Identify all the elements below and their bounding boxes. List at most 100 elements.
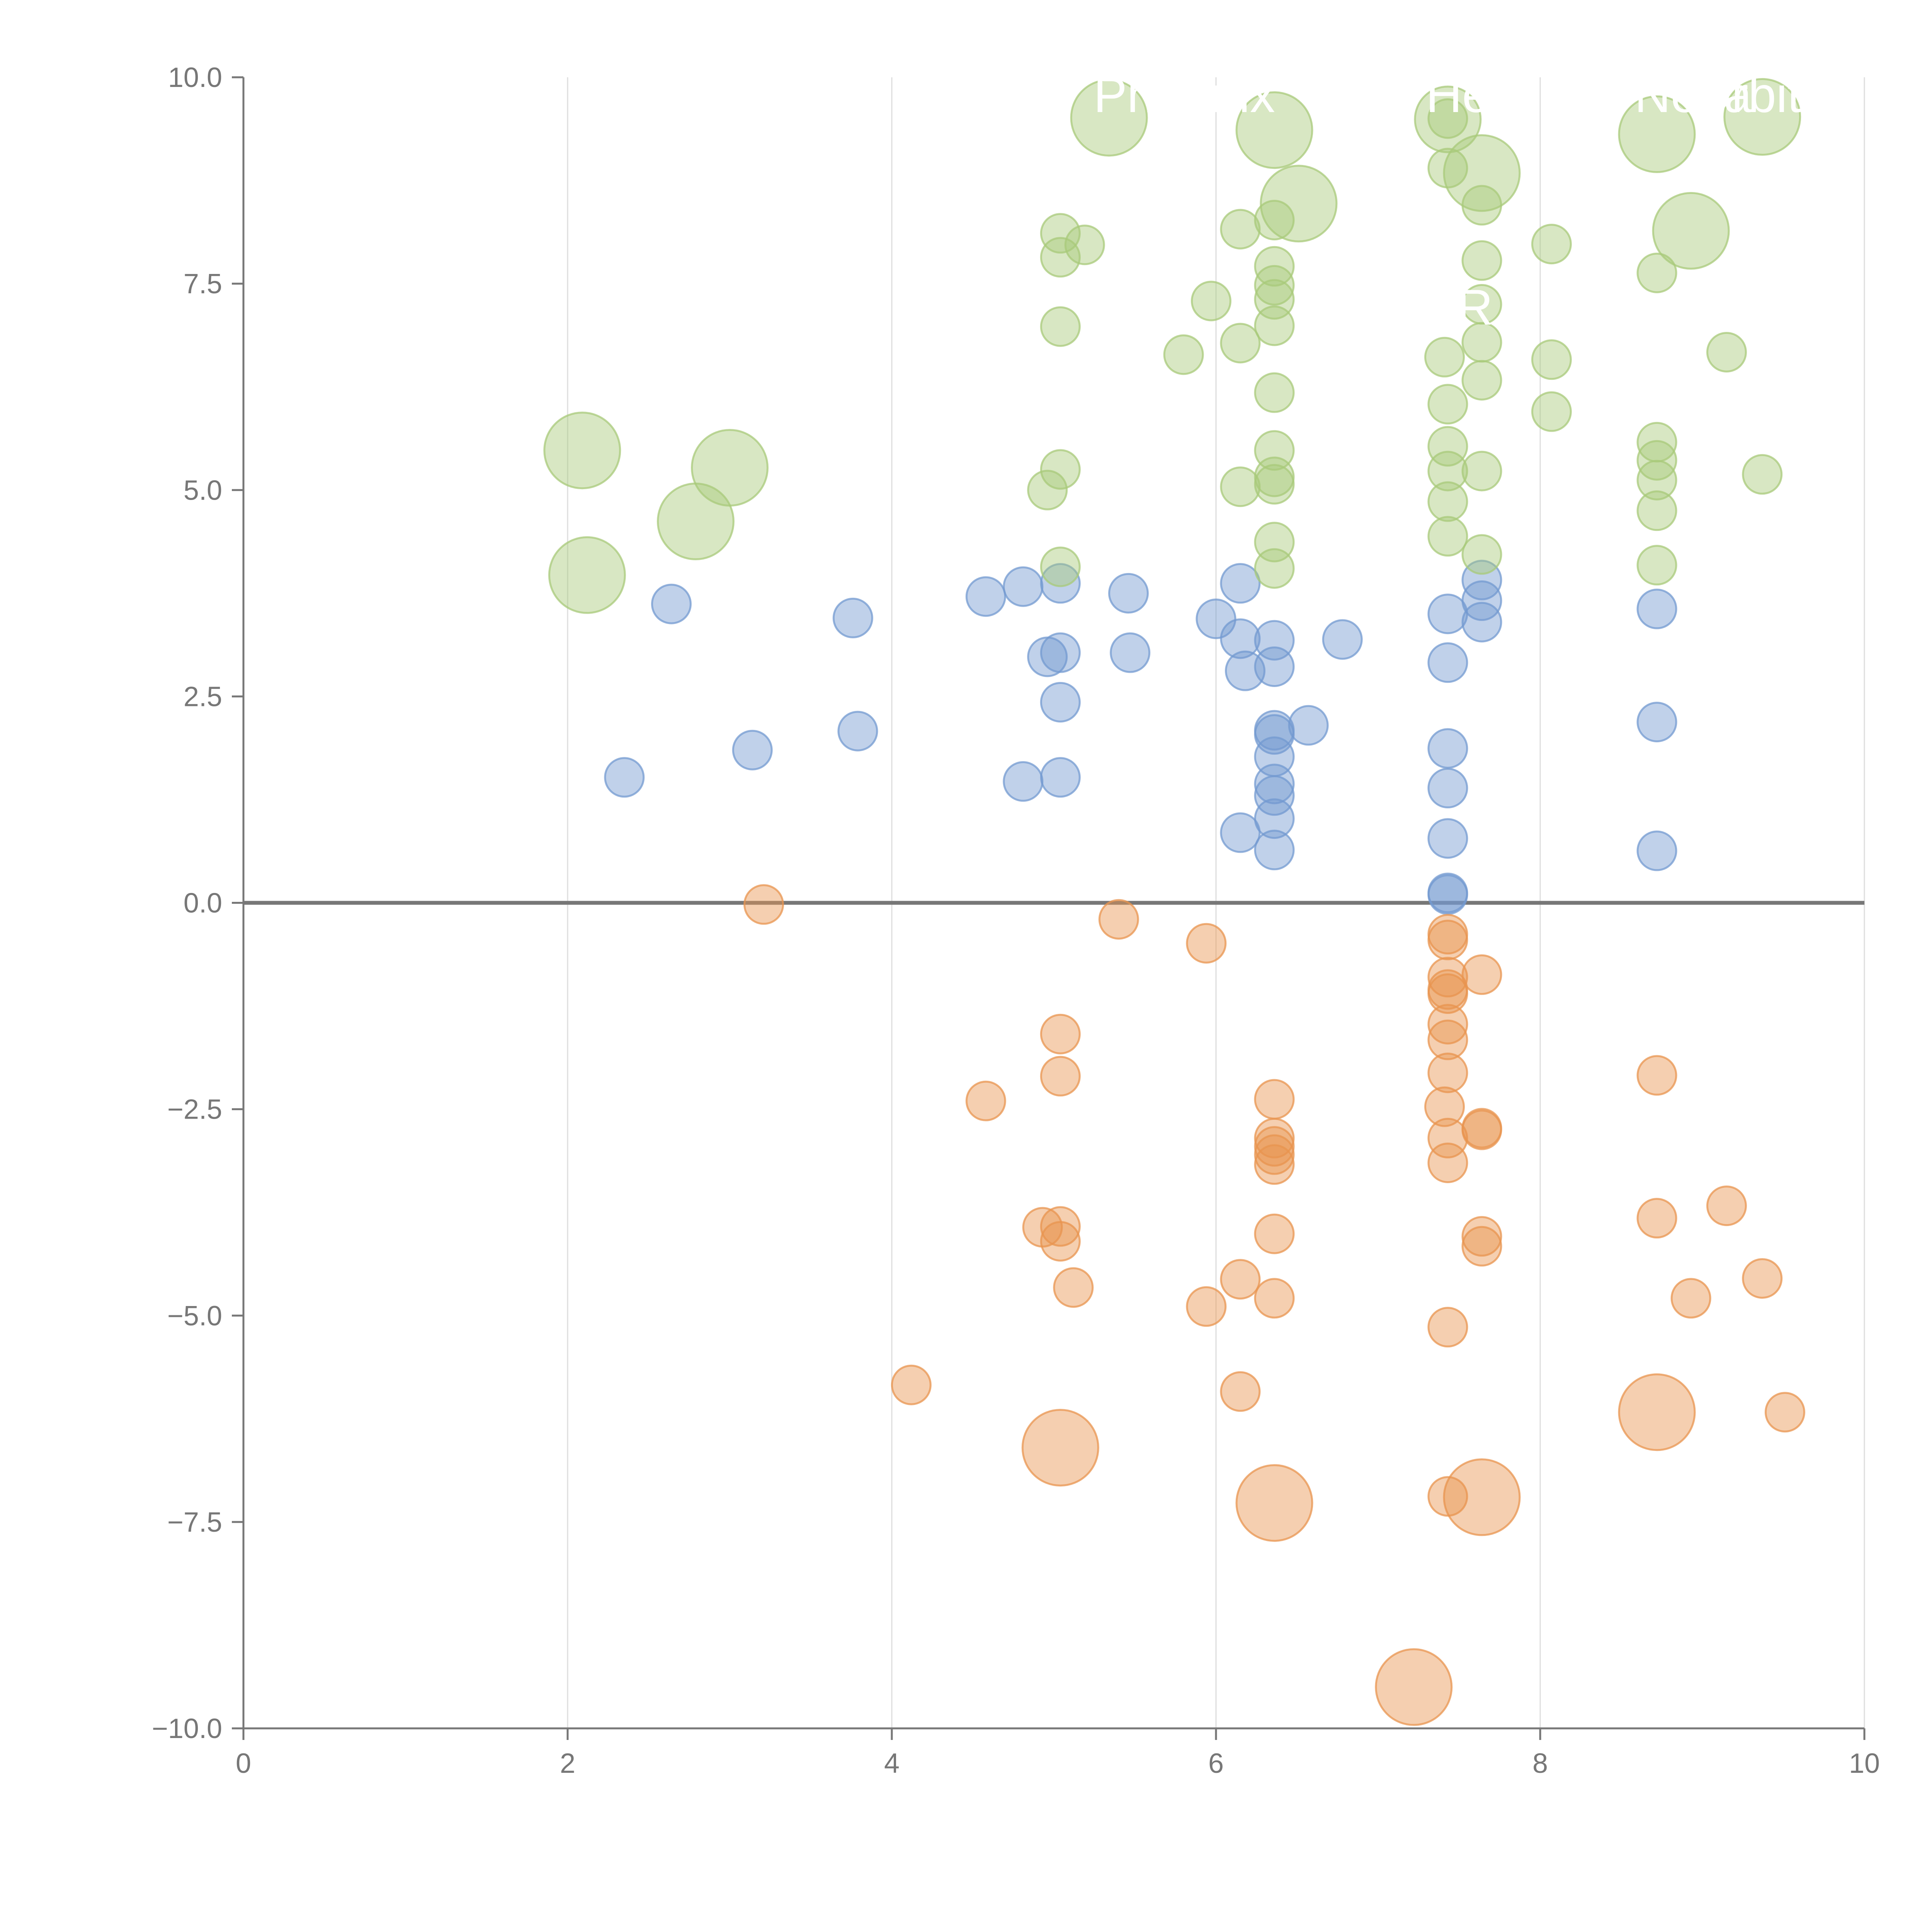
orange-point-43 xyxy=(1636,1055,1677,1096)
blue-point-15 xyxy=(1196,599,1236,639)
orange-point-8 xyxy=(1053,1267,1094,1308)
orange-point-20 xyxy=(1254,1213,1295,1254)
blue-point-3 xyxy=(832,597,873,638)
blue-point-42 xyxy=(1636,702,1677,743)
y-tick-label: 5.0 xyxy=(184,475,222,506)
green-point-49 xyxy=(1531,391,1572,432)
blue-point-25 xyxy=(1254,775,1295,816)
green-point-56 xyxy=(1636,545,1677,586)
orange-point-36 xyxy=(1375,1648,1453,1726)
green-point-10 xyxy=(1064,224,1105,265)
orange-point-48 xyxy=(1742,1258,1783,1299)
orange-point-39 xyxy=(1461,1109,1502,1150)
green-point-47 xyxy=(1531,224,1572,265)
blue-point-0 xyxy=(604,757,645,798)
orange-point-30 xyxy=(1427,1053,1468,1094)
green-point-15 xyxy=(1220,323,1261,364)
y-tick-label: −10.0 xyxy=(152,1713,222,1744)
green-point-9 xyxy=(1040,213,1081,254)
point-label-phoenix: Phoenix xyxy=(1094,66,1275,123)
blue-point-9 xyxy=(1040,632,1081,673)
blue-point-11 xyxy=(1040,757,1081,798)
y-tick-label: −7.5 xyxy=(167,1507,222,1538)
y-tick-label: 10.0 xyxy=(168,62,222,93)
x-tick-label: 8 xyxy=(1532,1748,1548,1779)
point-label-helix: Helix xyxy=(1426,66,1537,123)
orange-point-19 xyxy=(1254,1144,1295,1185)
green-point-40 xyxy=(1461,185,1502,226)
green-point-39 xyxy=(1443,134,1521,212)
green-point-28 xyxy=(1254,548,1295,589)
data-points xyxy=(543,78,1805,1726)
orange-point-10 xyxy=(1098,899,1139,940)
blue-point-17 xyxy=(1220,618,1261,659)
y-tick-label: 0.0 xyxy=(184,888,222,919)
orange-point-7 xyxy=(1040,1221,1081,1262)
orange-point-44 xyxy=(1636,1198,1677,1239)
green-point-59 xyxy=(1723,78,1801,156)
orange-point-32 xyxy=(1427,1117,1468,1158)
orange-point-31 xyxy=(1424,1086,1465,1127)
green-point-44 xyxy=(1461,360,1502,401)
green-point-20 xyxy=(1254,265,1295,306)
orange-point-24 xyxy=(1427,920,1468,961)
green-point-6 xyxy=(1040,546,1081,587)
green-point-26 xyxy=(1254,464,1295,505)
green-point-58 xyxy=(1706,332,1747,372)
green-point-48 xyxy=(1531,339,1572,380)
orange-point-40 xyxy=(1461,1216,1502,1257)
blue-point-10 xyxy=(1040,682,1081,723)
orange-point-41 xyxy=(1461,1226,1502,1267)
green-point-57 xyxy=(1652,192,1730,270)
green-point-8 xyxy=(1040,237,1081,278)
y-tick-label: −2.5 xyxy=(167,1094,222,1125)
blue-point-35 xyxy=(1427,818,1468,859)
orange-point-18 xyxy=(1254,1134,1295,1175)
orange-point-27 xyxy=(1427,973,1468,1014)
green-point-23 xyxy=(1254,372,1295,413)
orange-point-11 xyxy=(1186,923,1227,964)
green-point-17 xyxy=(1235,91,1313,169)
point-label-nova: Nova xyxy=(1634,66,1752,123)
green-point-46 xyxy=(1461,534,1502,575)
orange-point-33 xyxy=(1427,1142,1468,1183)
green-point-35 xyxy=(1427,426,1468,467)
orange-point-4 xyxy=(1040,1014,1081,1054)
orange-point-46 xyxy=(1670,1278,1711,1319)
x-tick-label: 4 xyxy=(884,1748,900,1779)
green-point-30 xyxy=(1414,85,1482,153)
blue-point-1 xyxy=(651,583,692,624)
green-point-12 xyxy=(1163,334,1204,375)
blue-point-18 xyxy=(1225,650,1266,691)
orange-point-49 xyxy=(1764,1392,1805,1433)
green-point-34 xyxy=(1427,384,1468,425)
orange-point-6 xyxy=(1040,1206,1081,1247)
green-point-13 xyxy=(1190,281,1231,321)
x-tick-label: 0 xyxy=(236,1748,251,1779)
blue-point-12 xyxy=(1003,761,1044,802)
orange-point-21 xyxy=(1254,1278,1295,1319)
blue-point-5 xyxy=(965,576,1006,617)
green-point-36 xyxy=(1427,451,1468,492)
orange-point-9 xyxy=(1021,1409,1099,1487)
green-point-16 xyxy=(1220,466,1261,507)
green-point-7 xyxy=(1040,306,1081,347)
green-point-18 xyxy=(1254,200,1295,241)
blue-point-32 xyxy=(1427,642,1468,683)
blue-point-34 xyxy=(1427,768,1468,809)
orange-point-1 xyxy=(891,1364,932,1405)
blue-point-2 xyxy=(732,730,773,770)
blue-point-14 xyxy=(1110,632,1151,673)
blue-point-4 xyxy=(837,711,878,752)
blue-point-41 xyxy=(1636,588,1677,629)
blue-point-26 xyxy=(1254,798,1295,839)
x-tick-label: 6 xyxy=(1208,1748,1224,1779)
green-point-54 xyxy=(1636,460,1677,501)
blue-point-30 xyxy=(1322,619,1363,660)
blue-point-16 xyxy=(1220,563,1261,604)
orange-point-5 xyxy=(1040,1056,1081,1097)
orange-point-42 xyxy=(1443,1458,1521,1536)
blue-point-37 xyxy=(1427,874,1468,915)
point-label-orbit: Orbit xyxy=(1692,66,1801,123)
